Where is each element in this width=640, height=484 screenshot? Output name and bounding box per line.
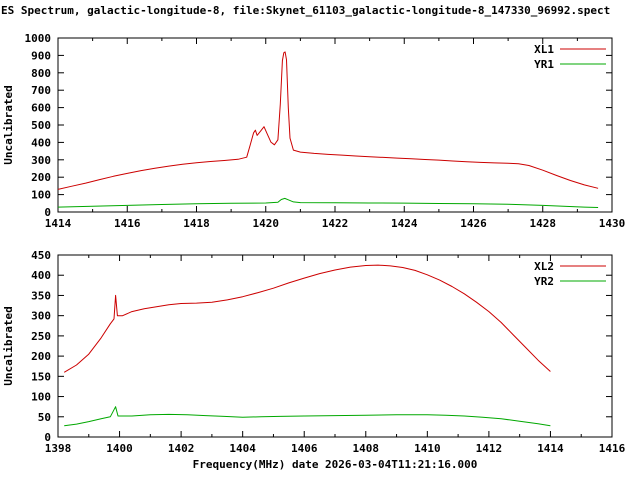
- x-tick-label: 1408: [353, 442, 380, 455]
- series-line-YR1: [57, 197, 599, 208]
- series-line-XL2: [63, 264, 551, 373]
- x-tick-label: 1420: [253, 217, 280, 230]
- y-tick-label: 0: [44, 431, 51, 444]
- bottom-spectrum-panel: 1398 1400 1402 1404 1406 1408 1410 1412 1414 1416…: [2, 249, 626, 455]
- plot-border: [57, 37, 613, 213]
- x-axis-label: Frequency(MHz) date 2026-03-04T11:21:16.…: [193, 458, 478, 471]
- plot-border: [57, 254, 613, 438]
- y-tick-label: 1000: [25, 32, 52, 45]
- y-tick-label: 500: [31, 119, 51, 132]
- x-tick-label: 1410: [414, 442, 441, 455]
- legend-label-YR2: YR2: [534, 275, 554, 288]
- y-tick-label: 0: [44, 206, 51, 219]
- legend-label-YR1: YR1: [534, 58, 554, 71]
- y-tick-label: 300: [31, 310, 51, 323]
- x-tick-label: 1430: [599, 217, 626, 230]
- x-tick-label: 1424: [391, 217, 418, 230]
- legend-label-XL2: XL2: [534, 260, 554, 273]
- x-tick-label: 1414: [45, 217, 72, 230]
- x-tick-label: 1426: [460, 217, 487, 230]
- y-tick-label: 200: [31, 350, 51, 363]
- x-tick-label: 1418: [183, 217, 210, 230]
- y-tick-label: 400: [31, 136, 51, 149]
- y-tick-label: 600: [31, 102, 51, 115]
- y-tick-label: 800: [31, 67, 51, 80]
- x-tick-label: 1412: [476, 442, 503, 455]
- x-tick-label: 1414: [537, 442, 564, 455]
- y-tick-label: 300: [31, 154, 51, 167]
- y-tick-label: 150: [31, 370, 51, 383]
- y-tick-label: 250: [31, 330, 51, 343]
- x-tick-label: 1428: [530, 217, 557, 230]
- x-tick-label: 1416: [114, 217, 141, 230]
- y-tick-label: 100: [31, 189, 51, 202]
- top-spectrum-panel: 1414 1416 1418 1420 1422 1424 1426 1428 1430 0 100…: [2, 32, 625, 230]
- y-tick-label: 700: [31, 84, 51, 97]
- y-tick-label: 400: [31, 269, 51, 282]
- y-tick-label: 450: [31, 249, 51, 262]
- x-tick-label: 1400: [106, 442, 133, 455]
- y-tick-label: 900: [31, 49, 51, 62]
- y-tick-label: 350: [31, 289, 51, 302]
- x-tick-label: 1398: [45, 442, 72, 455]
- x-tick-label: 1416: [599, 442, 626, 455]
- x-tick-label: 1404: [229, 442, 256, 455]
- y-tick-label: 200: [31, 171, 51, 184]
- x-tick-label: 1422: [322, 217, 349, 230]
- y-axis-label: Uncalibrated: [2, 85, 15, 164]
- x-tick-label: 1406: [291, 442, 318, 455]
- series-line-YR2: [64, 406, 551, 427]
- figure-title: ES Spectrum, galactic-longitude-8, file:…: [1, 4, 610, 17]
- y-tick-label: 100: [31, 391, 51, 404]
- y-axis-label: Uncalibrated: [2, 306, 15, 385]
- legend-label-XL1: XL1: [534, 43, 554, 56]
- x-tick-label: 1402: [168, 442, 195, 455]
- series-line-XL1: [57, 51, 599, 190]
- y-tick-label: 50: [38, 411, 51, 424]
